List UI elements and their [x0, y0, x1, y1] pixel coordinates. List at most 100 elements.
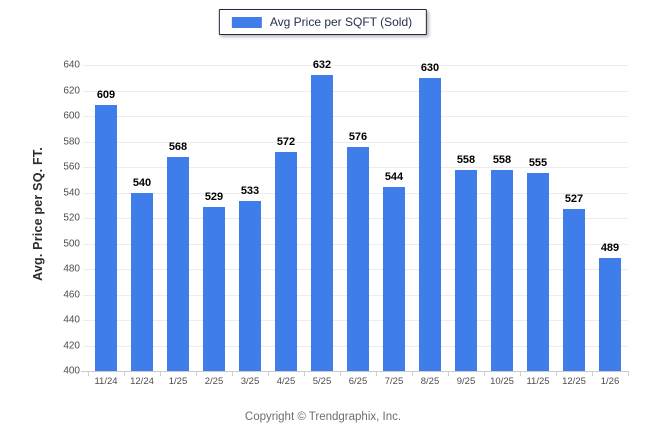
x-tick-label: 12/24 — [130, 376, 154, 387]
bar-value-label: 632 — [312, 59, 332, 72]
x-axis-tick-mark — [88, 371, 89, 376]
y-tick-label: 580 — [63, 136, 80, 147]
bar — [419, 77, 441, 371]
bar-slot: 540 12/24 — [124, 65, 160, 388]
legend-swatch — [231, 16, 262, 28]
bar — [311, 75, 333, 371]
x-tick-label: 2/25 — [204, 376, 224, 387]
x-tick-label: 3/25 — [240, 376, 260, 387]
x-tick-label: 11/24 — [94, 376, 118, 387]
x-axis-tick-mark — [628, 371, 629, 376]
bar-value-label: 630 — [420, 61, 440, 74]
y-tick-label: 600 — [63, 110, 80, 122]
bar-value-label: 540 — [132, 176, 152, 189]
bar-slot: 558 9/25 — [448, 65, 484, 387]
x-axis-baseline — [81, 371, 628, 372]
bar-value-label: 576 — [348, 130, 368, 143]
x-tick-label: 4/25 — [276, 376, 296, 387]
x-axis-tick-mark — [592, 371, 593, 376]
bar-value-label: 489 — [600, 241, 620, 254]
legend: Avg Price per SQFT (Sold) — [218, 9, 428, 35]
bar-value-label: 533 — [240, 185, 260, 198]
x-axis-tick-mark — [520, 371, 521, 376]
bar-value-label: 544 — [384, 171, 404, 184]
y-tick-label: 640 — [63, 59, 80, 71]
bar-slot: 572 4/25 — [268, 65, 304, 387]
y-tick-label: 520 — [63, 212, 80, 224]
bar — [275, 151, 297, 371]
x-tick-label: 11/25 — [526, 376, 550, 387]
gridline — [83, 90, 628, 92]
bar-value-label: 568 — [168, 140, 188, 153]
gridline — [83, 141, 628, 143]
gridline — [83, 65, 628, 66]
bar-value-label: 558 — [492, 153, 512, 166]
x-axis-tick-mark — [268, 371, 269, 376]
y-tick-label: 440 — [63, 314, 80, 326]
bar-slot: 576 6/25 — [340, 65, 376, 387]
gridline — [83, 116, 628, 117]
x-tick-label: 7/25 — [384, 376, 404, 387]
plot-area: 640 620 600 580 560 540 520 500 480 460 440 420 400 … — [63, 59, 629, 388]
bar-value-label: 527 — [564, 193, 584, 206]
bar-slot: 630 8/25 — [412, 61, 448, 387]
x-tick-label: 10/25 — [490, 376, 514, 387]
x-tick-label: 12/25 — [562, 376, 586, 387]
y-tick-label: 480 — [63, 263, 80, 275]
bar — [347, 146, 369, 371]
bar — [239, 201, 261, 371]
bar-slot: 568 1/25 — [160, 65, 196, 387]
bar — [95, 104, 117, 371]
y-tick-label: 620 — [63, 85, 80, 96]
bars-layer: 609 11/24 540 12/24 568 1/25 529 2/25 533 3/25 572… — [88, 59, 628, 388]
bar-slot: 533 3/25 — [232, 65, 268, 387]
bar-slot: 489 1/26 — [592, 65, 628, 387]
bar — [203, 206, 225, 371]
legend-label: Avg Price per SQFT (Sold) — [269, 15, 413, 29]
y-tick-label: 560 — [63, 161, 80, 173]
x-axis-tick-mark — [232, 371, 233, 376]
x-axis-tick-mark — [124, 371, 125, 376]
y-tick-label: 540 — [63, 187, 80, 198]
bar — [563, 209, 585, 371]
x-axis-tick-mark — [376, 371, 377, 376]
x-tick-label: 5/25 — [312, 376, 332, 387]
bar-value-label: 609 — [96, 88, 116, 101]
bar-slot: 555 11/25 — [520, 65, 556, 387]
bar-slot: 609 11/24 — [88, 65, 124, 387]
x-axis-tick-mark — [556, 371, 557, 376]
bar-slot: 544 7/25 — [376, 65, 412, 387]
bar-slot: 527 12/25 — [556, 65, 592, 387]
x-tick-label: 1/26 — [600, 376, 620, 387]
bar — [455, 169, 477, 371]
x-axis-tick-mark — [304, 371, 305, 376]
bar — [599, 257, 621, 371]
y-tick-label: 460 — [63, 289, 80, 300]
bar — [131, 192, 153, 371]
bar-value-label: 558 — [456, 153, 476, 166]
bar-slot: 632 5/25 — [304, 59, 340, 387]
x-axis-tick-mark — [160, 371, 161, 376]
y-tick-label: 500 — [63, 238, 80, 249]
x-tick-label: 1/25 — [168, 376, 188, 387]
bar — [167, 156, 189, 371]
bar-slot: 558 10/25 — [484, 65, 520, 387]
bar-value-label: 572 — [276, 135, 296, 148]
bar-value-label: 529 — [204, 190, 224, 203]
bar-value-label: 555 — [528, 157, 548, 170]
x-axis-tick-mark — [448, 371, 449, 376]
x-tick-label: 8/25 — [420, 376, 440, 387]
x-tick-label: 9/25 — [456, 376, 476, 387]
copyright-text: Copyright © Trendgraphix, Inc. — [244, 411, 402, 423]
bar-slot: 529 2/25 — [196, 65, 232, 387]
bar — [527, 173, 549, 371]
x-axis-tick-mark — [484, 371, 485, 376]
y-tick-label: 420 — [63, 340, 80, 351]
x-axis-tick-mark — [340, 371, 341, 376]
x-axis-tick-mark — [196, 371, 197, 376]
x-axis-tick-mark — [412, 371, 413, 376]
bar — [383, 187, 405, 371]
bar — [491, 169, 513, 371]
y-tick-label: 400 — [63, 365, 80, 377]
